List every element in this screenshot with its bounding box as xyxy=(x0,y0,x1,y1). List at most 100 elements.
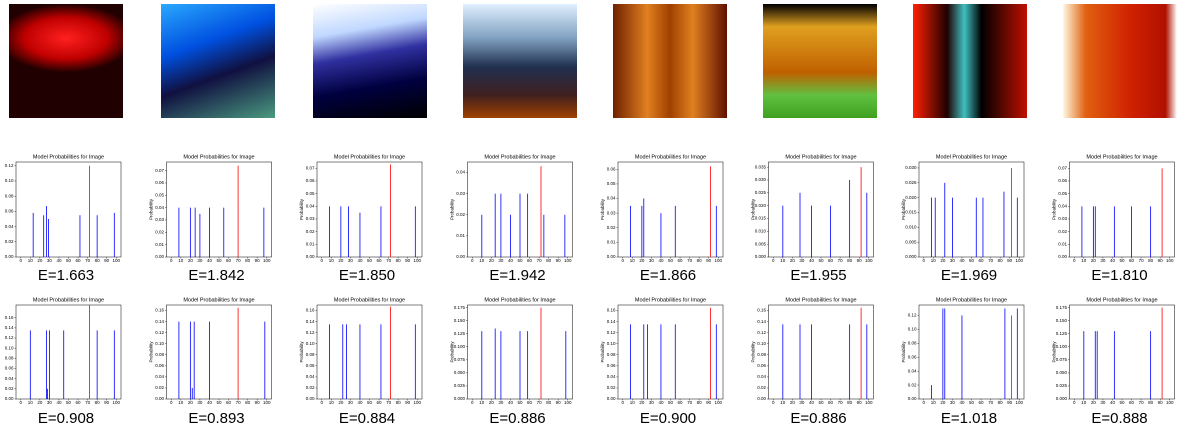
y-tick-label: 0.030 xyxy=(905,165,917,170)
x-tick-label: 40 xyxy=(809,258,815,263)
y-axis-label: Probability xyxy=(299,198,304,220)
y-tick-label: 0.01 xyxy=(607,240,616,245)
x-tick-label: 0 xyxy=(321,258,324,263)
x-tick-label: 50 xyxy=(367,400,373,405)
y-tick-label: 0.025 xyxy=(454,383,466,388)
x-tick-label: 60 xyxy=(527,258,533,263)
y-tick-label: 0.12 xyxy=(757,330,766,335)
y-tick-label: 0.02 xyxy=(757,385,766,390)
bar xyxy=(47,388,48,399)
x-tick-label: 0 xyxy=(471,400,474,405)
x-tick-label: 30 xyxy=(47,258,53,263)
bar xyxy=(519,331,521,399)
chart-title: Model Probabilities for Image xyxy=(785,154,856,160)
y-tick-label: 0.16 xyxy=(607,308,616,313)
x-tick-label: 100 xyxy=(564,258,572,263)
y-tick-label: 0.06 xyxy=(607,363,616,368)
y-tick-label: 0.035 xyxy=(755,164,767,169)
y-tick-label: 0.16 xyxy=(306,308,315,313)
x-tick-label: 60 xyxy=(1129,258,1135,263)
y-axis-label: Probability xyxy=(450,198,455,220)
x-tick-label: 30 xyxy=(197,258,203,263)
chart-title: Model Probabilities for Image xyxy=(785,297,856,303)
bar xyxy=(564,214,566,257)
x-tick-label: 40 xyxy=(658,400,664,405)
y-tick-label: 0.005 xyxy=(905,239,917,244)
x-tick-label: 80 xyxy=(95,400,101,405)
bar xyxy=(329,324,330,399)
bar xyxy=(715,324,717,399)
y-tick-label: 0.02 xyxy=(607,385,616,390)
bar xyxy=(630,324,631,399)
bar xyxy=(46,330,47,399)
y-tick-label: 0.00 xyxy=(456,254,465,259)
bar xyxy=(1004,308,1006,399)
x-tick-label: 100 xyxy=(1166,400,1174,405)
x-tick-label: 10 xyxy=(780,400,786,405)
y-axis-label: Probability xyxy=(450,341,455,363)
bar xyxy=(194,207,196,257)
chart-title: Model Probabilities for Image xyxy=(334,154,405,160)
x-tick-label: 20 xyxy=(338,258,344,263)
y-tick-label: 0.00 xyxy=(757,396,766,401)
y-tick-label: 0.04 xyxy=(155,374,164,379)
x-tick-label: 70 xyxy=(1139,400,1145,405)
y-tick-label: 0.02 xyxy=(1058,229,1067,234)
x-tick-label: 60 xyxy=(828,400,834,405)
x-tick-label: 80 xyxy=(1148,400,1154,405)
x-tick-label: 100 xyxy=(714,258,722,263)
x-tick-label: 0 xyxy=(622,258,625,263)
x-tick-label: 40 xyxy=(508,258,514,263)
bar xyxy=(849,324,851,399)
x-tick-label: 80 xyxy=(245,258,251,263)
chart-title: Model Probabilities for Image xyxy=(183,297,254,303)
y-tick-label: 0.06 xyxy=(155,180,164,185)
y-tick-label: 0.07 xyxy=(306,166,315,171)
x-tick-label: 90 xyxy=(104,400,110,405)
x-tick-label: 20 xyxy=(940,258,946,263)
bar xyxy=(178,321,180,399)
y-tick-label: 0.150 xyxy=(454,318,466,323)
x-tick-label: 60 xyxy=(527,400,533,405)
y-tick-label: 0.100 xyxy=(1056,344,1068,349)
bar xyxy=(782,324,784,399)
bar xyxy=(641,205,643,257)
x-tick-label: 30 xyxy=(649,400,655,405)
x-tick-label: 30 xyxy=(348,400,354,405)
y-tick-label: 0.02 xyxy=(155,385,164,390)
y-tick-label: 0.10 xyxy=(155,341,164,346)
image xyxy=(313,4,427,118)
y-tick-label: 0.08 xyxy=(757,352,766,357)
bar xyxy=(380,206,382,257)
bar xyxy=(199,213,201,257)
x-tick-label: 20 xyxy=(940,400,946,405)
y-tick-label: 0.08 xyxy=(607,352,616,357)
x-tick-label: 10 xyxy=(1081,400,1087,405)
x-tick-label: 70 xyxy=(537,258,543,263)
bar xyxy=(944,308,946,399)
plot-frame xyxy=(918,304,1025,400)
y-tick-label: 0.04 xyxy=(1058,204,1067,209)
y-tick-label: 0.00 xyxy=(155,396,164,401)
bar xyxy=(860,307,862,399)
y-axis-label: Probability xyxy=(1052,341,1057,363)
x-tick-label: 30 xyxy=(348,258,354,263)
x-tick-label: 10 xyxy=(1081,258,1087,263)
bar xyxy=(540,307,542,399)
y-tick-label: 0.16 xyxy=(757,308,766,313)
x-tick-label: 30 xyxy=(1100,400,1106,405)
bar xyxy=(1011,167,1012,257)
y-tick-label: 0.075 xyxy=(1056,357,1068,362)
y-tick-label: 0.08 xyxy=(908,340,917,345)
bar xyxy=(49,330,50,399)
x-tick-label: 20 xyxy=(37,258,43,263)
chart-title: Model Probabilities for Image xyxy=(1086,297,1157,303)
bar xyxy=(359,324,361,399)
bar xyxy=(96,330,98,399)
y-tick-label: 0.10 xyxy=(306,341,315,346)
y-tick-label: 0.07 xyxy=(1058,166,1067,171)
x-tick-label: 70 xyxy=(1139,258,1145,263)
x-tick-label: 10 xyxy=(28,258,34,263)
y-tick-label: 0.01 xyxy=(155,242,164,247)
bar xyxy=(942,308,944,399)
